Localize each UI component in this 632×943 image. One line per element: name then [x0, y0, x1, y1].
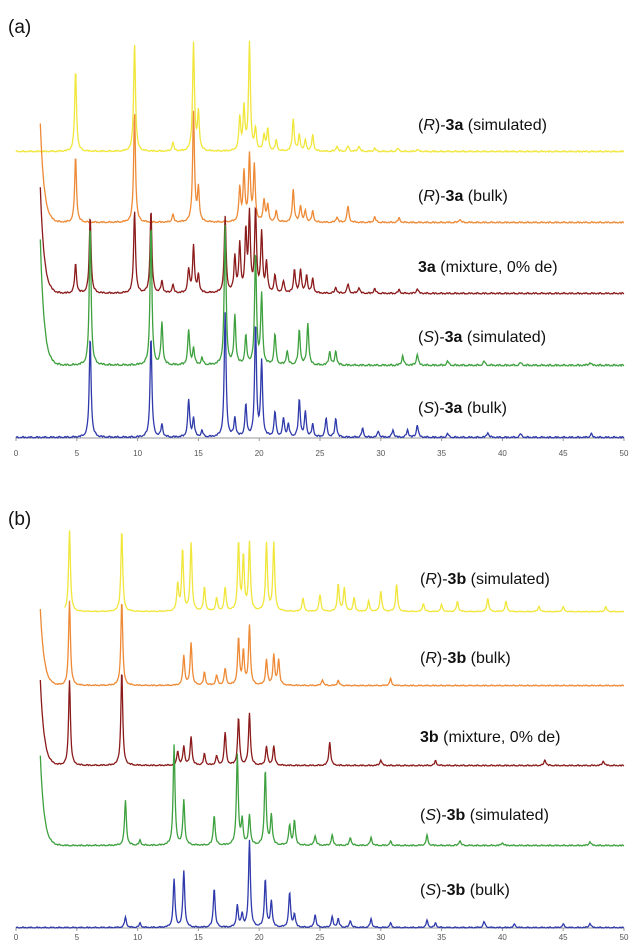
series-line — [39, 187, 625, 296]
series-label: (R)-3a (bulk) — [418, 188, 508, 205]
x-tick-label: 35 — [437, 933, 446, 942]
x-tick-label: 35 — [437, 449, 446, 458]
panel-label: (b) — [8, 509, 31, 530]
series-label: (R)-3b (bulk) — [420, 650, 511, 667]
series-label: 3b (mixture, 0% de) — [420, 729, 560, 746]
x-tick-label: 0 — [14, 933, 19, 942]
x-tick-label: 50 — [620, 933, 629, 942]
panel-b: (b) 0 5 10 15 20 25 30 35 40 45 50 (R)-3b (simulated… — [8, 509, 629, 942]
series-line — [39, 110, 625, 225]
series-line — [39, 224, 625, 368]
series-line — [15, 40, 625, 154]
series-label: (R)-3b (simulated) — [420, 571, 550, 588]
x-tick-label: 45 — [559, 933, 568, 942]
series-label: (R)-3a (simulated) — [418, 117, 547, 134]
panel-a: (a) 0 5 10 15 20 25 30 35 40 45 50 (R)-3a (simulated… — [8, 17, 629, 458]
x-tick-label: 30 — [376, 933, 385, 942]
x-tick-label: 10 — [133, 933, 142, 942]
series-label: (S)-3b (bulk) — [420, 882, 510, 899]
x-tick-label: 10 — [133, 449, 142, 458]
x-tick-label: 45 — [559, 449, 568, 458]
x-tick-label: 5 — [75, 449, 80, 458]
series-line — [39, 744, 625, 847]
series-line — [15, 312, 625, 440]
x-tick-label: 25 — [316, 933, 325, 942]
series-line — [64, 530, 625, 613]
series-label: (S)-3b (simulated) — [420, 807, 549, 824]
series-line — [39, 674, 625, 767]
x-tick-label: 40 — [498, 933, 507, 942]
x-tick-label: 20 — [255, 933, 264, 942]
x-tick-label: 15 — [194, 933, 203, 942]
panel-label: (a) — [8, 17, 31, 38]
x-tick-label: 30 — [376, 449, 385, 458]
x-tick-label: 50 — [620, 449, 629, 458]
series-label: (S)-3a (simulated) — [418, 329, 546, 346]
x-tick-label: 15 — [194, 449, 203, 458]
x-tick-label: 40 — [498, 449, 507, 458]
series-label: 3a (mixture, 0% de) — [418, 259, 558, 276]
x-tick-label: 20 — [255, 449, 264, 458]
series-line — [39, 600, 625, 687]
x-tick-label: 0 — [14, 449, 19, 458]
series-line — [15, 839, 625, 929]
series-label: (S)-3a (bulk) — [418, 400, 507, 417]
x-tick-label: 5 — [75, 933, 80, 942]
x-tick-label: 25 — [316, 449, 325, 458]
